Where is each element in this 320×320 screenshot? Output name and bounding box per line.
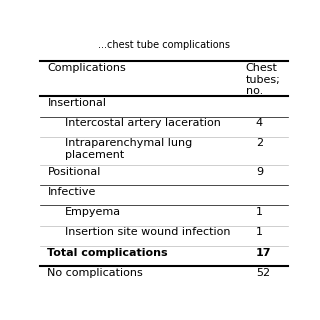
Text: Infective: Infective xyxy=(47,187,96,197)
Text: Intraparenchymal lung
placement: Intraparenchymal lung placement xyxy=(65,139,192,160)
Text: No complications: No complications xyxy=(47,268,143,278)
Text: Positional: Positional xyxy=(47,167,101,177)
Text: 52: 52 xyxy=(256,268,270,278)
Text: 9: 9 xyxy=(256,167,263,177)
Text: 1: 1 xyxy=(256,228,263,237)
Text: 2: 2 xyxy=(256,139,263,148)
Text: Insertion site wound infection: Insertion site wound infection xyxy=(65,228,230,237)
Text: Chest
tubes;
no.: Chest tubes; no. xyxy=(246,63,281,96)
Text: 17: 17 xyxy=(256,248,271,258)
Text: 4: 4 xyxy=(256,118,263,128)
Text: Total complications: Total complications xyxy=(47,248,168,258)
Text: Intercostal artery laceration: Intercostal artery laceration xyxy=(65,118,221,128)
Text: Empyema: Empyema xyxy=(65,207,121,217)
Text: Complications: Complications xyxy=(47,63,126,73)
Text: ...chest tube complications: ...chest tube complications xyxy=(98,40,230,50)
Text: Insertional: Insertional xyxy=(47,98,107,108)
Text: 1: 1 xyxy=(256,207,263,217)
